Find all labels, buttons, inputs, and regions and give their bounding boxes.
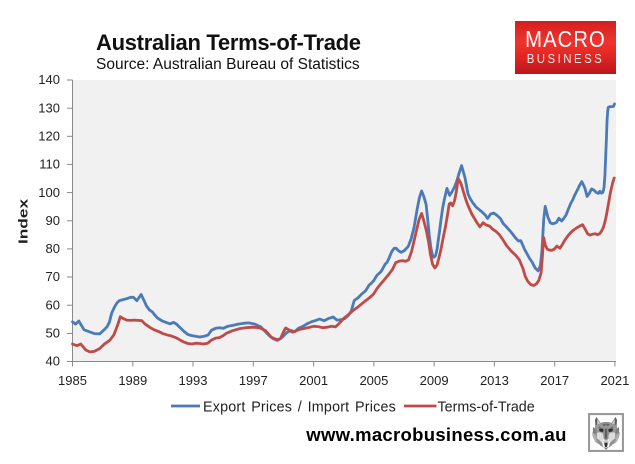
svg-text:Export Prices / Import Prices: Export Prices / Import Prices <box>203 399 396 415</box>
svg-text:2017: 2017 <box>540 373 569 388</box>
svg-text:70: 70 <box>46 269 60 284</box>
svg-text:1997: 1997 <box>239 373 268 388</box>
svg-text:2009: 2009 <box>420 373 449 388</box>
svg-text:2021: 2021 <box>600 373 629 388</box>
svg-text:120: 120 <box>38 129 60 144</box>
svg-text:80: 80 <box>46 241 60 256</box>
svg-text:2005: 2005 <box>359 373 388 388</box>
svg-text:90: 90 <box>46 213 60 228</box>
svg-text:110: 110 <box>39 157 60 172</box>
svg-text:100: 100 <box>38 185 60 200</box>
svg-text:140: 140 <box>38 72 60 87</box>
svg-text:Terms-of-Trade: Terms-of-Trade <box>438 399 535 415</box>
svg-text:50: 50 <box>46 326 60 341</box>
svg-text:130: 130 <box>38 100 60 115</box>
svg-text:1985: 1985 <box>58 373 87 388</box>
svg-text:2013: 2013 <box>480 373 509 388</box>
svg-text:60: 60 <box>46 297 60 312</box>
svg-text:1993: 1993 <box>179 373 208 388</box>
svg-text:Index: Index <box>16 198 30 244</box>
svg-text:40: 40 <box>46 354 60 369</box>
svg-text:1989: 1989 <box>118 373 147 388</box>
svg-text:2001: 2001 <box>299 373 328 388</box>
